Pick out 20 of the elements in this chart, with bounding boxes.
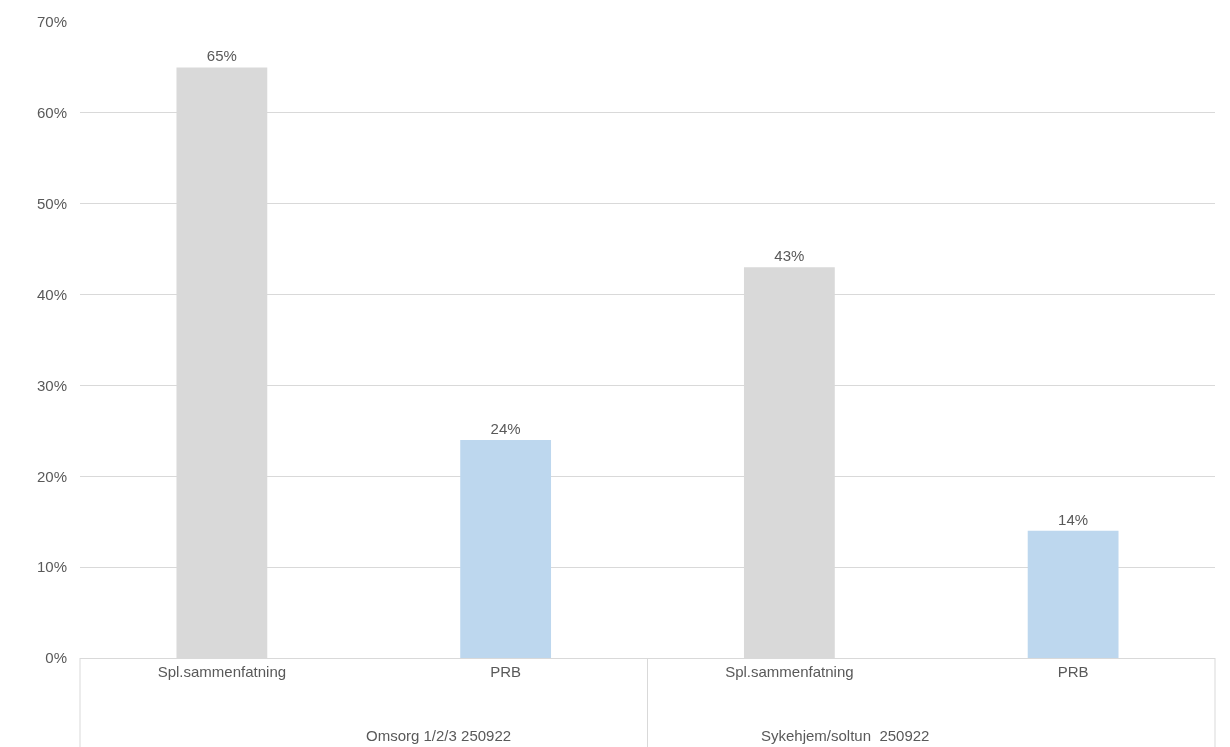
data-label: 43%	[774, 247, 805, 265]
y-tick-label: 20%	[36, 467, 67, 485]
y-tick-label: 70%	[36, 13, 67, 31]
text: Omsorg 1/2/3 250922	[366, 727, 512, 744]
y-tick-label: 10%	[36, 558, 67, 576]
y-tick-label: 60%	[36, 104, 67, 122]
x-tick-label: PRB	[490, 663, 522, 680]
y-tick-label: 30%	[36, 376, 67, 394]
data-label: 65%	[206, 47, 237, 65]
data-label: 24%	[490, 419, 521, 437]
y-tick-label: 0%	[45, 649, 67, 667]
bar	[460, 439, 552, 658]
bar	[1027, 530, 1119, 658]
x-tick-label: Spl.sammenfatning	[725, 663, 854, 680]
x-tick-label: Spl.sammenfatning	[157, 663, 287, 680]
data-label: 14%	[1058, 510, 1089, 528]
x-tick-label: PRB	[1057, 663, 1089, 680]
text: Sykehjem/soltun 250922	[761, 727, 930, 744]
y-tick-label: 40%	[36, 285, 67, 303]
y-tick-label: 50%	[36, 194, 67, 212]
